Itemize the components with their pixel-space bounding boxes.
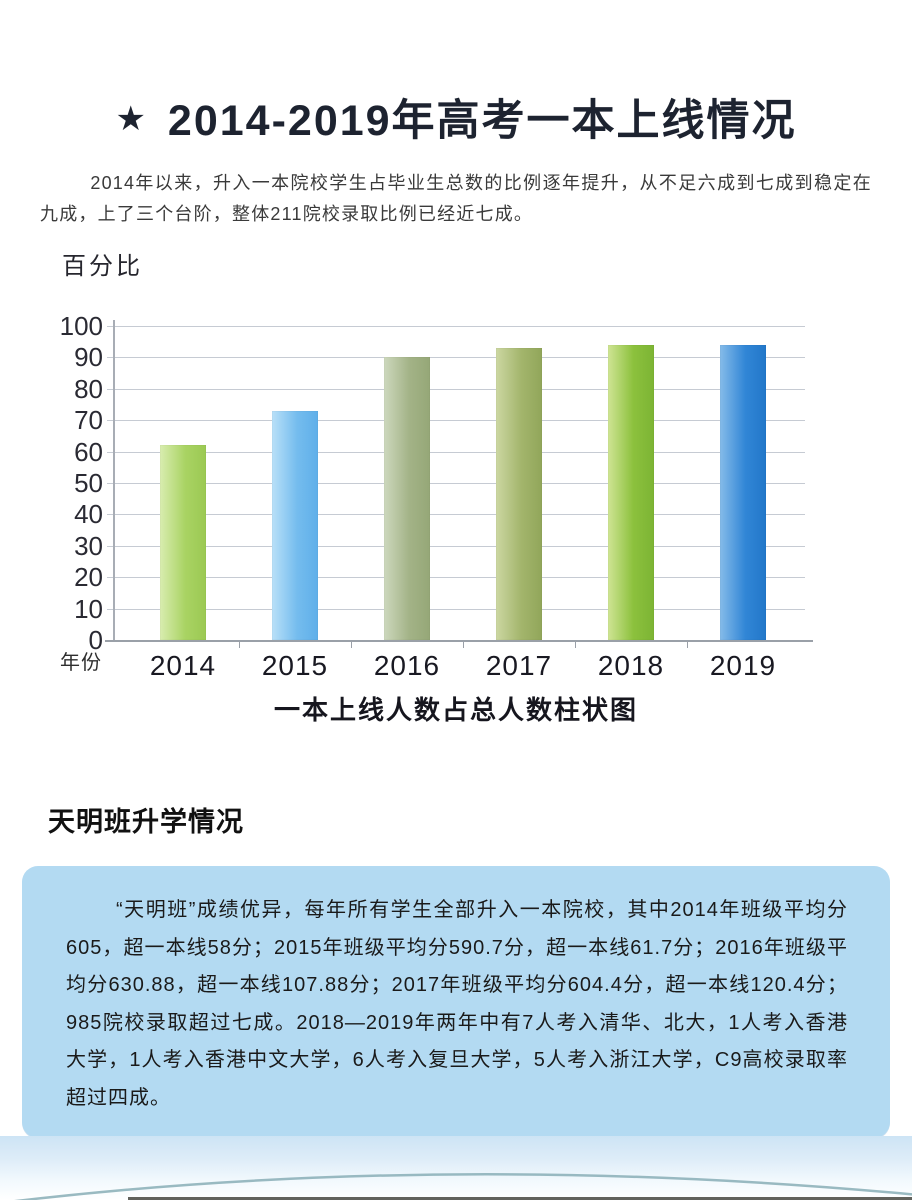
page-title-text: 2014-2019年高考一本上线情况 bbox=[167, 97, 797, 145]
y-tick-label: 90 bbox=[74, 342, 103, 373]
y-tick-label: 40 bbox=[74, 499, 103, 530]
x-axis-minor-tick bbox=[463, 642, 464, 648]
gridline bbox=[107, 388, 805, 390]
bottom-edge-strip bbox=[128, 1197, 912, 1200]
gridline bbox=[107, 326, 805, 327]
bar-2017 bbox=[496, 347, 542, 640]
gridline bbox=[107, 483, 805, 484]
info-box: “天明班”成绩优异，每年所有学生全部升入一本院校，其中2014年班级平均分605… bbox=[22, 866, 890, 1138]
gridline bbox=[107, 608, 805, 610]
chart-y-axis-title: 百分比 bbox=[62, 253, 143, 280]
y-tick-label: 60 bbox=[74, 436, 103, 467]
gridline bbox=[107, 514, 805, 516]
y-axis-line bbox=[113, 320, 115, 640]
x-axis-line bbox=[105, 640, 813, 642]
gridline bbox=[107, 545, 805, 547]
intro-paragraph: 2014年以来，升入一本院校学生占毕业生总数的比例逐年提升，从不足六成到七成到稳… bbox=[40, 173, 872, 224]
info-box-text: “天明班”成绩优异，每年所有学生全部升入一本院校，其中2014年班级平均分605… bbox=[66, 899, 848, 1109]
y-tick-label: 10 bbox=[74, 593, 103, 624]
x-tick-label: 2018 bbox=[597, 650, 665, 681]
chart-caption: 一本上线人数占总人数柱状图 bbox=[273, 695, 638, 725]
bar-2015 bbox=[272, 410, 318, 640]
x-axis-minor-tick bbox=[687, 642, 688, 648]
chart-x-axis-title: 年份 bbox=[60, 652, 102, 674]
gridline bbox=[107, 420, 805, 422]
y-tick-label: 80 bbox=[74, 373, 103, 404]
gridline bbox=[107, 451, 805, 453]
x-tick-label: 2014 bbox=[149, 650, 217, 681]
star-icon: ★ bbox=[115, 100, 148, 138]
y-tick-label: 0 bbox=[88, 625, 103, 655]
y-tick-label: 100 bbox=[59, 311, 103, 341]
x-axis-minor-tick bbox=[575, 642, 576, 648]
bottom-gradient bbox=[0, 1136, 912, 1200]
y-tick-label: 70 bbox=[74, 405, 103, 436]
y-tick-label: 30 bbox=[74, 530, 103, 561]
bar-chart: 年份 0 10 20 30 40 50 60 70 80 90 100 2014 2015 2016 201… bbox=[0, 290, 912, 690]
gridline bbox=[107, 577, 805, 579]
section-heading: 天明班升学情况 bbox=[48, 807, 244, 837]
x-axis-minor-tick bbox=[351, 642, 352, 648]
x-tick-label: 2016 bbox=[373, 650, 441, 681]
gridline bbox=[107, 357, 805, 359]
bar-2016 bbox=[384, 357, 430, 640]
y-tick-label: 50 bbox=[74, 468, 103, 498]
bottom-arc-decoration bbox=[14, 1173, 912, 1200]
x-axis-minor-tick bbox=[239, 642, 240, 648]
bar-2014 bbox=[160, 445, 206, 640]
bar-2018 bbox=[608, 344, 654, 640]
bar-2019 bbox=[720, 344, 766, 640]
page-title: ★ 2014-2019年高考一本上线情况 bbox=[0, 86, 912, 148]
y-tick-label: 20 bbox=[74, 562, 103, 593]
x-tick-label: 2019 bbox=[709, 650, 777, 681]
x-tick-label: 2015 bbox=[261, 650, 329, 681]
x-tick-label: 2017 bbox=[485, 650, 553, 681]
